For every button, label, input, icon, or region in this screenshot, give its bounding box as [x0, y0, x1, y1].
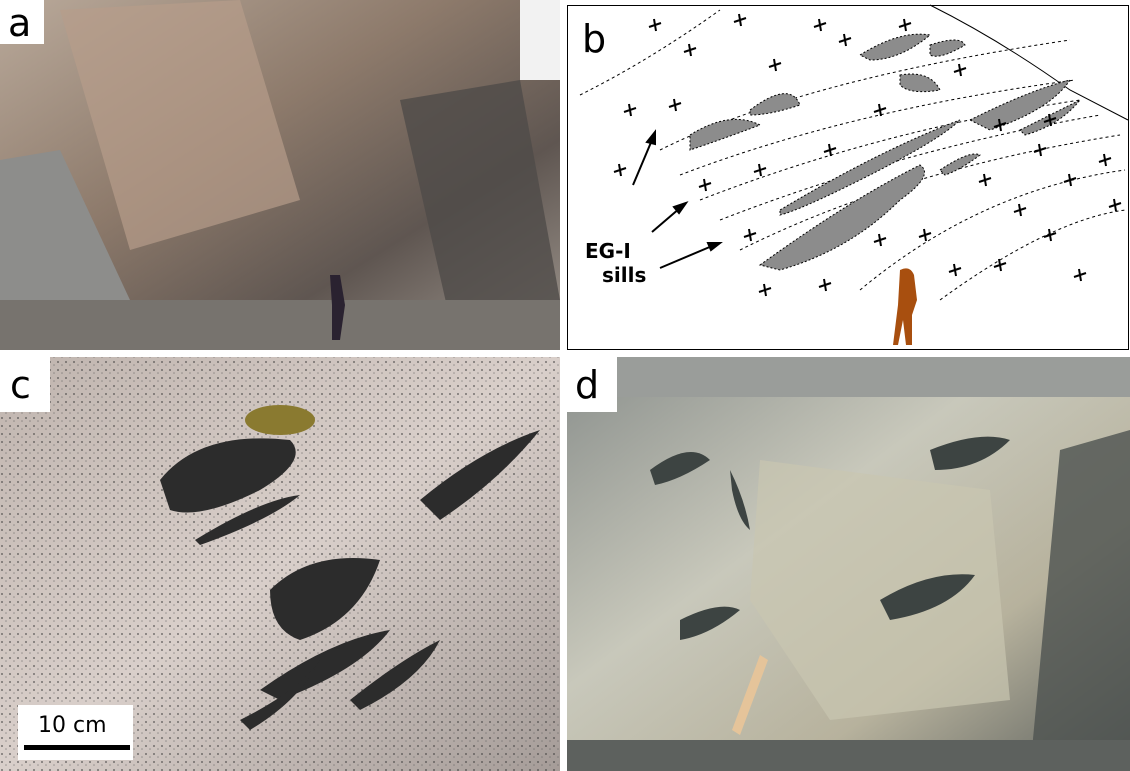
- label-box: [567, 357, 617, 412]
- scale-box: [18, 705, 133, 760]
- person-icon: [893, 268, 917, 345]
- rock: [750, 460, 1010, 720]
- label-box: [0, 0, 44, 44]
- enclaves: [160, 430, 540, 730]
- panel-label: b: [582, 17, 606, 61]
- person: [330, 275, 345, 340]
- panel-c: c 10 cm: [0, 357, 560, 771]
- panel-label: c: [10, 363, 31, 407]
- annotation: sills: [602, 263, 646, 287]
- rock: [567, 357, 1130, 397]
- enclaves: [650, 436, 1010, 640]
- sky: [520, 0, 560, 80]
- panel-d: d: [567, 357, 1130, 771]
- arrows: [632, 129, 723, 269]
- panel-a: a: [0, 0, 560, 350]
- panel-label: d: [575, 363, 599, 407]
- scale-bar: [24, 745, 130, 750]
- panel-label: a: [8, 1, 31, 45]
- ground: [567, 740, 1130, 771]
- annotation: EG-I: [585, 239, 631, 263]
- label-box: [0, 357, 50, 412]
- rock: [1030, 430, 1130, 771]
- rock: [400, 80, 560, 320]
- scale-label: 10 cm: [38, 713, 107, 738]
- lichen: [245, 405, 315, 435]
- panel-b: EG-I sills b: [567, 4, 1129, 350]
- hammer: [732, 655, 768, 735]
- ground: [0, 300, 560, 350]
- rock: [60, 0, 300, 250]
